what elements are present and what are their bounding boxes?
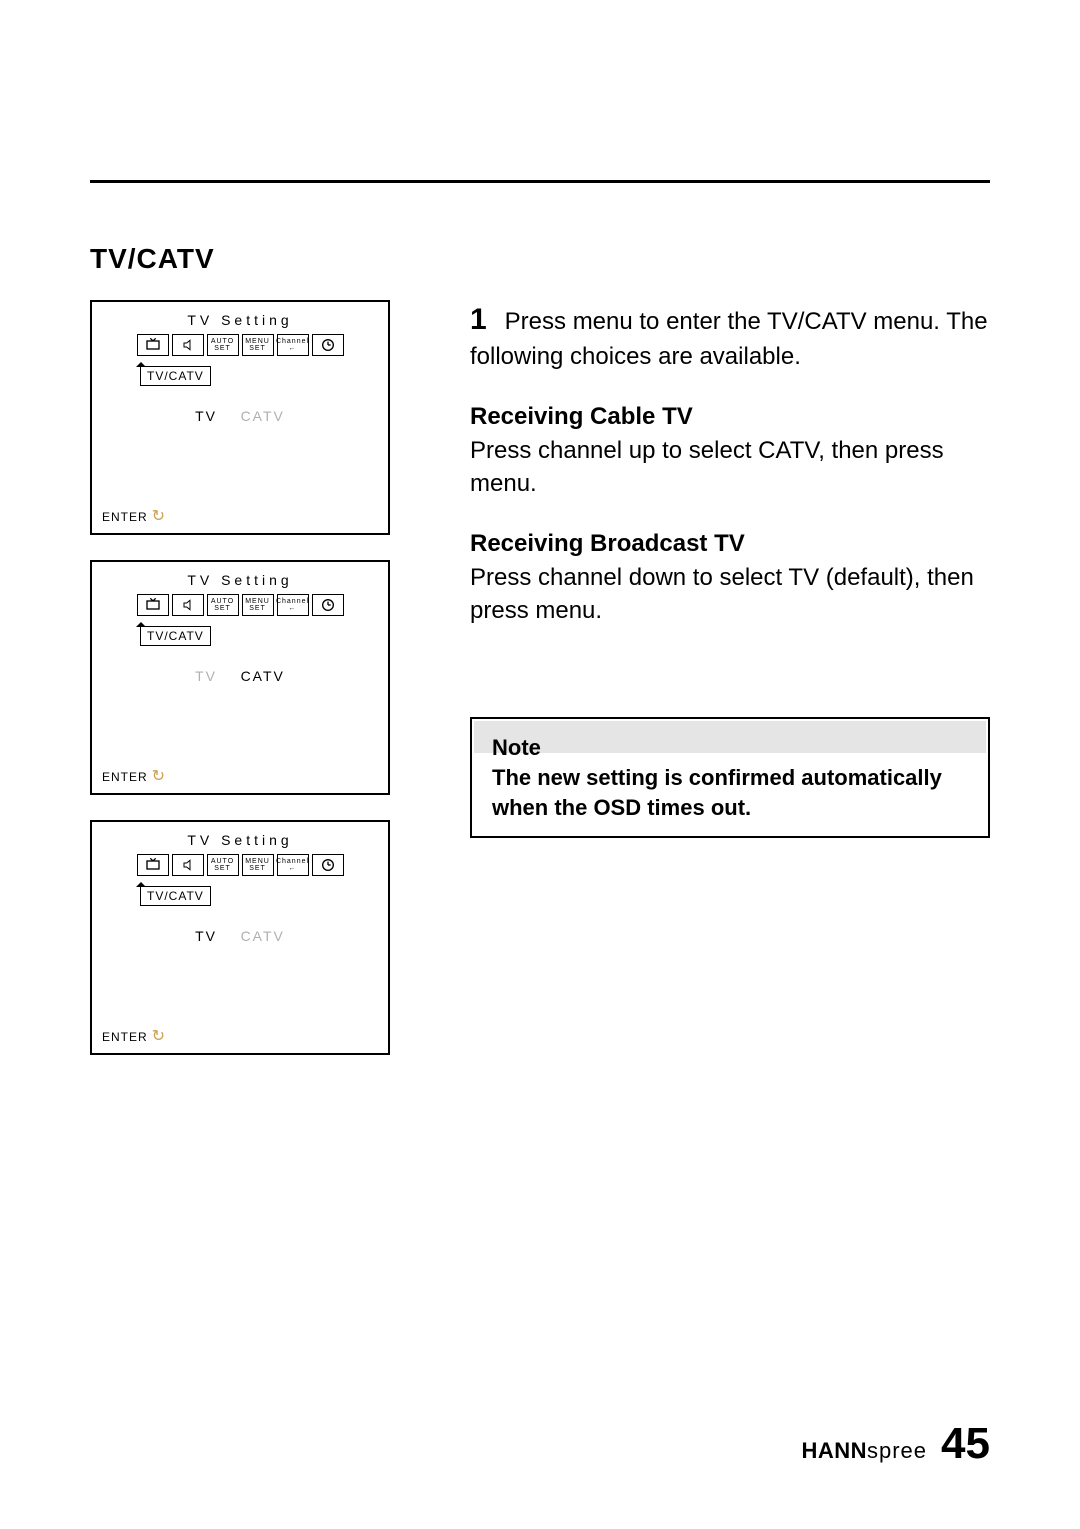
channel-tab: Channel ← (277, 594, 309, 616)
osd-title: TV Setting (102, 570, 378, 594)
osd-title: TV Setting (102, 310, 378, 334)
osd-panel-3: TV Setting AUTO SET MENU SET Channel ← T… (90, 820, 390, 1055)
autoset-tab: AUTO SET (207, 334, 239, 356)
step-1: 1 Press menu to enter the TV/CATV menu. … (470, 300, 990, 373)
osd-enter-row: ENTER ↻ (102, 1029, 166, 1045)
option-catv: CATV (241, 928, 285, 944)
enter-label: ENTER (102, 510, 148, 524)
enter-icon: ↻ (152, 769, 166, 785)
menuset-tab: MENU SET (242, 334, 274, 356)
channel-tab: Channel ← (277, 854, 309, 876)
clock-icon (312, 854, 344, 876)
osd-tab-row: AUTO SET MENU SET Channel ← (102, 594, 378, 616)
page-number: 45 (941, 1419, 990, 1469)
tv-icon (137, 334, 169, 356)
menuset-tab: MENU SET (242, 854, 274, 876)
sub2-title: Receiving Broadcast TV (470, 528, 990, 560)
osd-options: TV CATV (102, 928, 378, 944)
enter-label: ENTER (102, 770, 148, 784)
sub1-title: Receiving Cable TV (470, 401, 990, 433)
osd-panel-1: TV Setting AUTO SET MENU SET Channel ← T… (90, 300, 390, 535)
autoset-tab: AUTO SET (207, 854, 239, 876)
brand-bold: HANN (801, 1438, 867, 1463)
channel-tab: Channel ← (277, 334, 309, 356)
osd-submenu-label: TV/CATV (140, 886, 211, 906)
sub-broadcast: Receiving Broadcast TV Press channel dow… (470, 528, 990, 627)
osd-tab-row: AUTO SET MENU SET Channel ← (102, 854, 378, 876)
tv-icon (137, 854, 169, 876)
sub1-text: Press channel up to select CATV, then pr… (470, 435, 990, 500)
osd-panel-2: TV Setting AUTO SET MENU SET Channel ← T… (90, 560, 390, 795)
option-tv: TV (195, 408, 217, 424)
osd-diagram-column: TV Setting AUTO SET MENU SET Channel ← T… (90, 300, 410, 1080)
osd-options: TV CATV (102, 668, 378, 684)
sound-icon (172, 334, 204, 356)
menuset-tab: MENU SET (242, 594, 274, 616)
sound-icon (172, 594, 204, 616)
note-title: Note (492, 733, 968, 763)
instruction-column: 1 Press menu to enter the TV/CATV menu. … (470, 300, 990, 1080)
enter-label: ENTER (102, 1030, 148, 1044)
osd-tab-row: AUTO SET MENU SET Channel ← (102, 334, 378, 356)
enter-icon: ↻ (152, 509, 166, 525)
page-footer: HANNspree 45 (801, 1419, 990, 1469)
osd-title: TV Setting (102, 830, 378, 854)
enter-icon: ↻ (152, 1029, 166, 1045)
option-catv: CATV (241, 668, 285, 684)
option-catv: CATV (241, 408, 285, 424)
sound-icon (172, 854, 204, 876)
osd-enter-row: ENTER ↻ (102, 769, 166, 785)
osd-enter-row: ENTER ↻ (102, 509, 166, 525)
step-text: Press menu to enter the TV/CATV menu. Th… (470, 308, 988, 370)
autoset-tab: AUTO SET (207, 594, 239, 616)
clock-icon (312, 594, 344, 616)
section-title: TV/CATV (90, 243, 990, 275)
osd-options: TV CATV (102, 408, 378, 424)
note-box: Note The new setting is confirmed automa… (470, 717, 990, 838)
option-tv: TV (195, 928, 217, 944)
osd-submenu-label: TV/CATV (140, 626, 211, 646)
sub-cable: Receiving Cable TV Press channel up to s… (470, 401, 990, 500)
osd-submenu-label: TV/CATV (140, 366, 211, 386)
sub2-text: Press channel down to select TV (default… (470, 562, 990, 627)
tv-icon (137, 594, 169, 616)
step-number: 1 (470, 300, 498, 341)
clock-icon (312, 334, 344, 356)
option-tv: TV (195, 668, 217, 684)
horizontal-rule (90, 180, 990, 183)
note-text: The new setting is confirmed automatical… (492, 763, 968, 822)
brand-light: spree (867, 1438, 927, 1463)
